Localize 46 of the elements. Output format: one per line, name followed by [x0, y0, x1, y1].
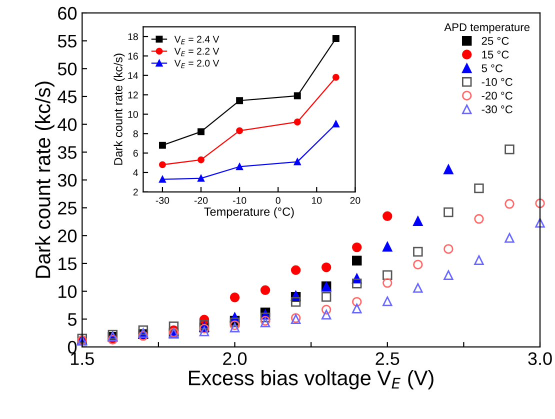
- x-axis-title: Excess bias voltage V$_{E}$ (V): [189, 370, 434, 390]
- y-tick-label: 25: [58, 202, 77, 215]
- y-tick-label: 45: [58, 90, 77, 104]
- y-tick-label: 10: [58, 285, 77, 298]
- x-tick-label: 0: [276, 197, 280, 204]
- x-tick-label: 2.0: [223, 352, 247, 366]
- legend-label: 15 °C: [482, 50, 509, 59]
- y-tick-label: 8: [133, 130, 138, 138]
- y-axis-title: Dark count rate (kc/s): [35, 82, 54, 278]
- x-tick-label: 3.0: [528, 352, 552, 366]
- x-tick-label: 20: [350, 197, 360, 204]
- x-tick-label: -20: [194, 197, 208, 204]
- legend-label: V$_{E}$ = 2.2 V: [174, 48, 220, 56]
- y-tick-label: 40: [58, 118, 77, 132]
- y-tick-label: 55: [58, 34, 77, 48]
- y-tick-label: 50: [58, 62, 77, 76]
- legend-label: -10 °C: [482, 78, 512, 86]
- legend-label: 5 °C: [482, 64, 503, 72]
- legend-label: -20 °C: [482, 92, 512, 100]
- legend-title: APD temperature: [444, 23, 530, 34]
- y-tick-label: 10: [128, 110, 138, 118]
- y-axis-title: Dark count rate (kc/s): [114, 54, 125, 165]
- y-tick-label: 5: [68, 313, 77, 326]
- x-tick-label: -30: [156, 197, 170, 204]
- y-tick-label: 2: [133, 188, 138, 196]
- y-tick-label: 35: [58, 146, 77, 159]
- legend-label: 25 °C: [482, 36, 509, 45]
- x-axis-title: Temperature (°C): [204, 207, 294, 218]
- x-tick-label: 10: [312, 197, 322, 204]
- y-tick-label: 15: [58, 258, 77, 270]
- x-tick-label: 2.5: [376, 352, 400, 366]
- y-tick-label: 30: [58, 174, 77, 187]
- y-tick-label: 12: [128, 92, 138, 98]
- legend-label: -30 °C: [482, 105, 512, 114]
- x-tick-label: 1.5: [70, 352, 94, 366]
- y-tick-label: 16: [128, 52, 138, 60]
- y-tick-label: 20: [58, 230, 77, 242]
- y-tick-label: 6: [133, 150, 138, 157]
- legend-label: V$_{E}$ = 2.4 V: [174, 36, 220, 44]
- y-tick-label: 4: [133, 169, 138, 176]
- legend-label: V$_{E}$ = 2.0 V: [174, 60, 220, 68]
- y-tick-label: 0: [68, 340, 77, 354]
- y-tick-label: 60: [58, 6, 77, 20]
- y-tick-label: 14: [128, 72, 138, 79]
- x-tick-label: -10: [232, 197, 246, 204]
- y-tick-label: 18: [128, 33, 138, 40]
